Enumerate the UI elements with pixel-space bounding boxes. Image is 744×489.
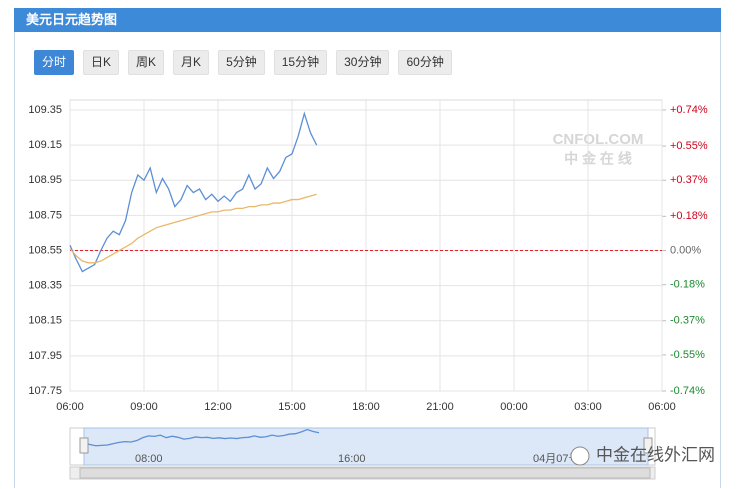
- y2-tick-label: +0.55%: [670, 140, 708, 152]
- y2-tick-label: -0.74%: [670, 385, 705, 397]
- header-title: 美元日元趋势图: [14, 8, 721, 32]
- x-tick-label: 21:00: [426, 401, 454, 413]
- x-tick-label: 06:00: [56, 401, 84, 413]
- y-tick-label: 107.95: [28, 350, 62, 362]
- y-tick-label: 108.35: [28, 280, 62, 292]
- navigator-label: 16:00: [338, 453, 366, 465]
- tab[interactable]: 15分钟: [273, 50, 328, 75]
- scrollbar-thumb[interactable]: [79, 467, 651, 479]
- series-line: [69, 111, 318, 273]
- y2-tick-label: +0.18%: [670, 210, 708, 222]
- tab[interactable]: 月K: [173, 50, 210, 75]
- navigator-handle[interactable]: [79, 437, 89, 454]
- y-tick-label: 108.15: [28, 315, 62, 327]
- y2-tick-label: +0.37%: [670, 174, 708, 186]
- x-tick-label: 06:00: [648, 401, 676, 413]
- navigator-line: [83, 428, 320, 447]
- y-tick-label: 109.35: [28, 104, 62, 116]
- y2-tick-label: -0.55%: [670, 349, 705, 361]
- y2-tick-label: -0.37%: [670, 315, 705, 327]
- tab[interactable]: 周K: [128, 50, 165, 75]
- x-tick-label: 09:00: [130, 401, 158, 413]
- watermark-icon: [570, 446, 590, 466]
- y-tick-label: 108.75: [28, 209, 62, 221]
- y2-tick-label: +0.74%: [670, 104, 708, 116]
- tabs: 分时 日K 周K 月K 5分钟 15分钟 30分钟 60分钟: [34, 50, 452, 75]
- y-tick-label: 108.95: [28, 174, 62, 186]
- series-line: [69, 193, 317, 264]
- tab[interactable]: 5分钟: [218, 50, 265, 75]
- x-tick-label: 03:00: [574, 401, 602, 413]
- tab[interactable]: 日K: [83, 50, 120, 75]
- navigator-label: 08:00: [135, 453, 163, 465]
- tab[interactable]: 分时: [34, 50, 75, 75]
- tab[interactable]: 60分钟: [398, 50, 452, 75]
- navigator-label: 04月07号: [533, 452, 579, 465]
- y2-tick-label: 0.00%: [670, 244, 701, 256]
- x-tick-label: 15:00: [278, 401, 306, 413]
- x-tick-label: 18:00: [352, 401, 380, 413]
- watermark-logo: CNFOL.COM: [553, 131, 644, 148]
- y2-tick-label: -0.18%: [670, 279, 705, 291]
- navigator-handle[interactable]: [643, 437, 653, 454]
- y-tick-label: 109.15: [28, 139, 62, 151]
- watermark-sub: 中 金 在 线: [564, 151, 632, 167]
- y-tick-label: 108.55: [28, 244, 62, 256]
- watermark-account: 中金在线外汇网: [596, 445, 715, 464]
- x-tick-label: 12:00: [204, 401, 232, 413]
- y-tick-label: 107.75: [28, 385, 62, 397]
- tab[interactable]: 30分钟: [336, 50, 390, 75]
- x-tick-label: 00:00: [500, 401, 528, 413]
